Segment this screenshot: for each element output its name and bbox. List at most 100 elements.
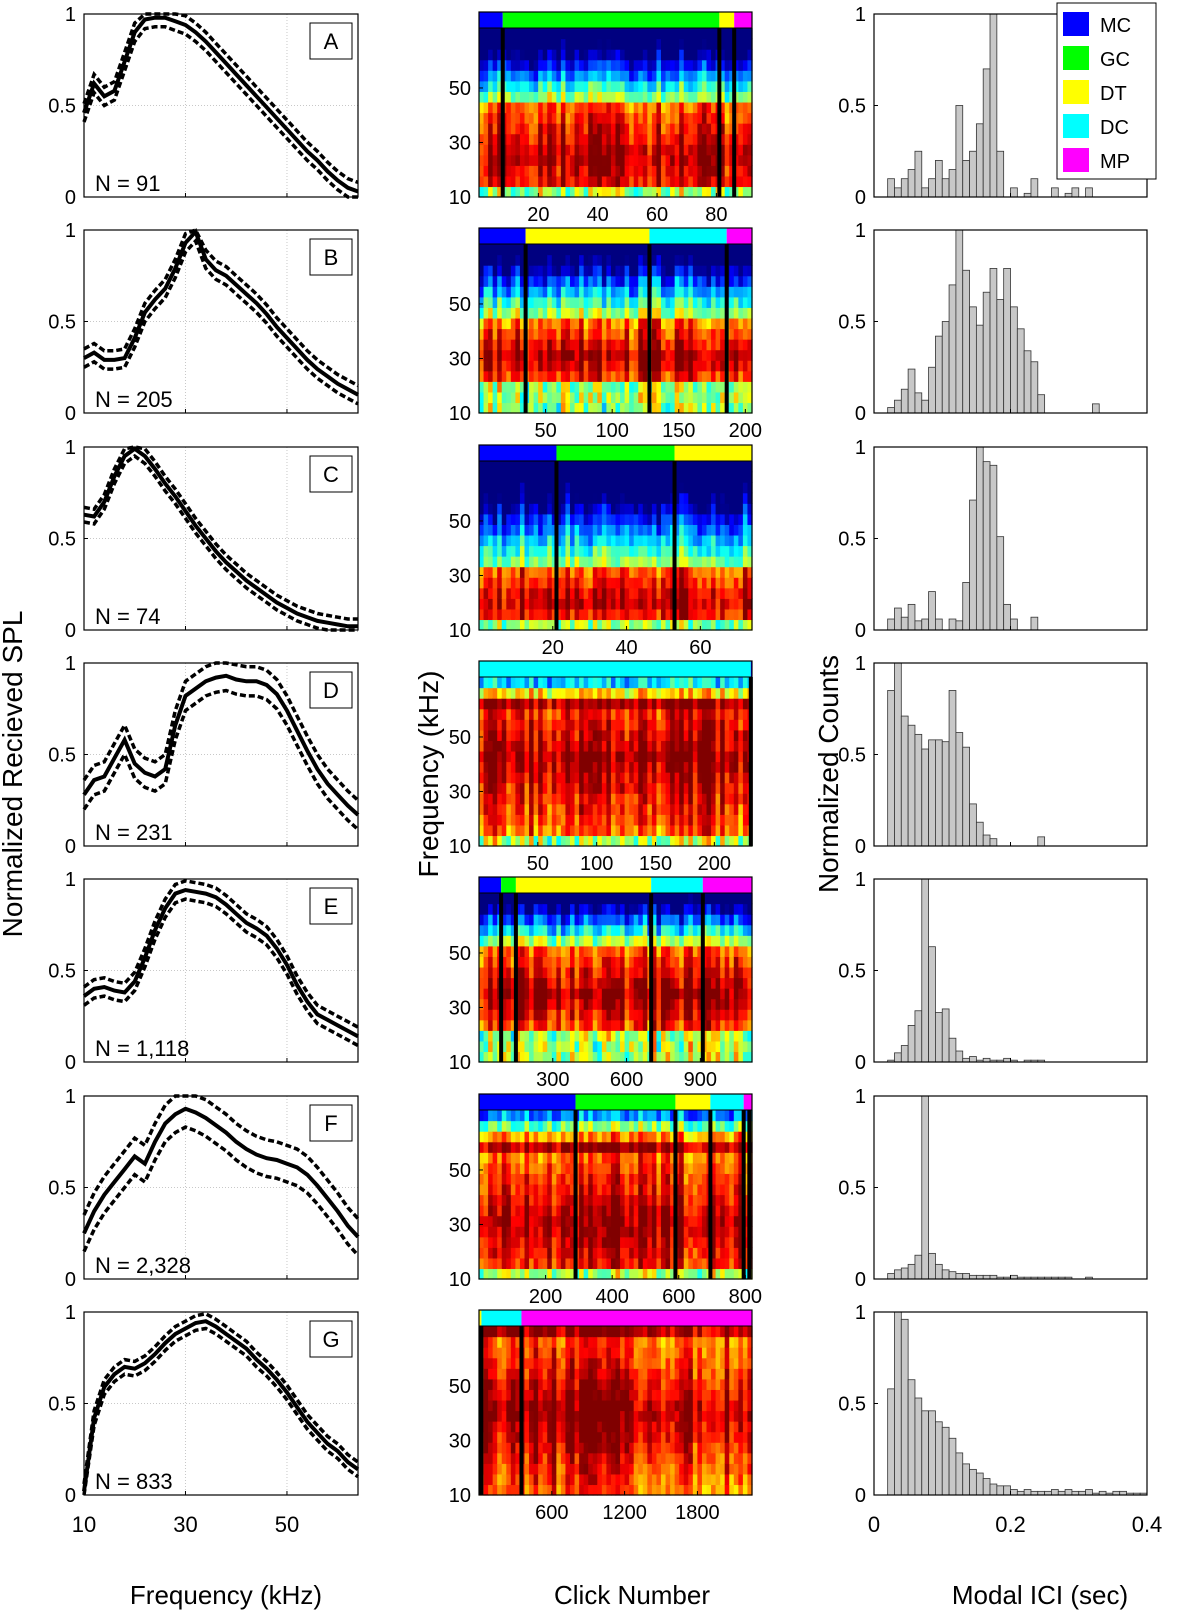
sample-size-label: N = 1,118 [95, 1036, 189, 1061]
heat-cell [747, 556, 753, 568]
heat-cell [570, 275, 576, 287]
heat-cell [583, 1009, 589, 1021]
heat-cell [560, 38, 567, 50]
heat-cell [547, 492, 553, 504]
heat-cell [633, 687, 639, 699]
heat-cell [688, 471, 694, 483]
heat-cell [738, 534, 744, 547]
heat-cell [688, 38, 694, 50]
heat-cell [597, 349, 603, 361]
heat-cell [524, 123, 530, 135]
heat-cell [715, 513, 721, 525]
heat-cell [479, 80, 485, 92]
heat-cell [697, 966, 703, 979]
heat-cell [565, 482, 571, 494]
heat-cell [629, 492, 635, 504]
heat-cell [519, 598, 526, 610]
heat-cell [697, 244, 703, 256]
heat-cell [574, 988, 580, 1000]
heat-cell [674, 924, 680, 936]
heat-cell [542, 91, 548, 103]
heat-cell [551, 59, 557, 71]
heat-cell [597, 719, 603, 731]
heat-cell [479, 793, 485, 805]
heat-cell [720, 265, 726, 277]
heat-cell [483, 687, 489, 699]
heat-cell [715, 935, 721, 947]
heat-cell [538, 914, 544, 926]
heat-cell [742, 275, 749, 287]
heat-cell [701, 38, 708, 50]
heat-cell [701, 835, 708, 847]
heat-cell [670, 740, 676, 752]
heat-cell [665, 966, 671, 979]
heat-cell [738, 391, 744, 404]
heat-cell [688, 556, 694, 568]
heat-cell [661, 966, 667, 979]
heat-cell [479, 513, 485, 525]
heat-cell [556, 740, 562, 752]
heat-cell [674, 307, 680, 319]
heat-cell [661, 70, 667, 82]
heat-cell [597, 1030, 603, 1042]
heat-cell [633, 133, 639, 145]
heat-cell [688, 1019, 694, 1031]
heat-cell [738, 492, 744, 504]
heat-cell [656, 729, 662, 741]
heat-cell [606, 608, 612, 621]
heat-cell [688, 296, 694, 308]
heat-cell [610, 729, 617, 741]
heat-cell [547, 598, 553, 610]
axes-frame [478, 444, 753, 631]
heat-cell [597, 1040, 603, 1053]
heat-cell [724, 893, 730, 905]
heat-cell [624, 1040, 630, 1053]
heat-cell [688, 577, 694, 589]
heat-cell [560, 761, 567, 773]
panel-letter-box [309, 455, 353, 493]
heat-cell [679, 402, 685, 414]
heat-cell [483, 977, 489, 989]
heat-cell [538, 545, 544, 557]
heat-cell [533, 1019, 539, 1031]
heat-cell [701, 275, 708, 287]
heat-cell [670, 750, 676, 763]
heat-cell [656, 740, 662, 752]
heat-cell [733, 903, 739, 915]
heat-cell [574, 577, 580, 589]
heat-cell [601, 935, 607, 947]
heat-cell [497, 761, 503, 773]
heat-cell [747, 144, 753, 156]
heat-cell [551, 381, 557, 393]
heat-cell [683, 492, 689, 504]
heat-cell [692, 988, 698, 1000]
heat-cell [506, 835, 512, 847]
heat-cell [615, 91, 621, 103]
heat-cell [565, 598, 571, 610]
heat-cell [579, 307, 585, 319]
heat-cell [706, 381, 712, 393]
heat-cell [747, 165, 753, 177]
heat-cell [583, 254, 589, 266]
heat-cell [706, 782, 712, 794]
heat-cell [542, 80, 548, 92]
heat-cell [533, 101, 539, 114]
heat-cell [542, 1019, 548, 1031]
heat-cell [706, 708, 712, 720]
heat-cell [538, 265, 544, 277]
heat-cell [551, 761, 557, 773]
heat-cell [479, 360, 485, 372]
heat-cell [547, 782, 553, 794]
heat-cell [683, 112, 689, 124]
heat-cell [533, 698, 539, 710]
heat-cell [720, 803, 726, 815]
heat-cell [733, 328, 739, 340]
heat-cell [647, 782, 653, 794]
heat-cell [633, 38, 639, 50]
heat-cell [661, 977, 667, 989]
heat-cell [519, 1009, 526, 1021]
heat-cell [624, 524, 630, 536]
heat-cell [665, 803, 671, 815]
heat-cell [501, 577, 507, 589]
heat-cell [720, 275, 726, 287]
